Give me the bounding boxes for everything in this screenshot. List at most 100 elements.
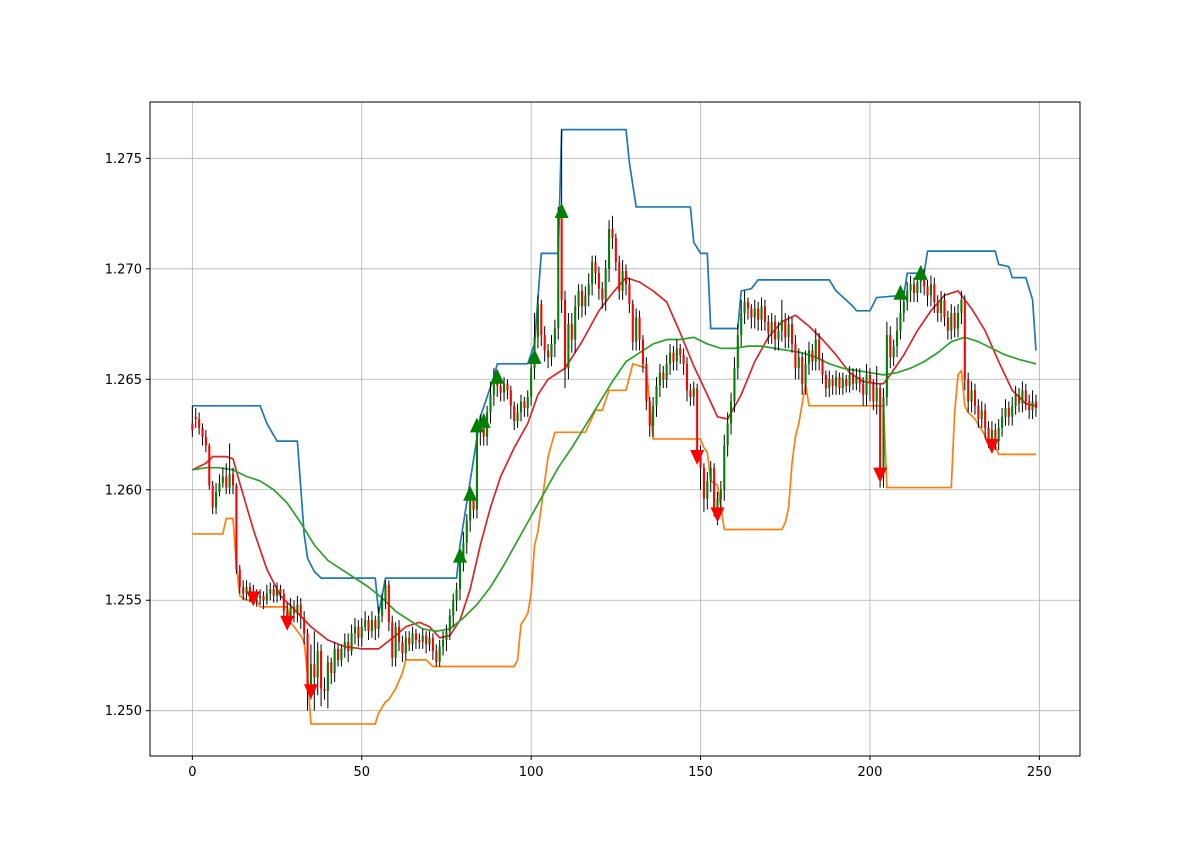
candle-body bbox=[743, 301, 746, 314]
candle-201 bbox=[872, 379, 875, 411]
candle-145 bbox=[682, 348, 685, 375]
candle-146 bbox=[685, 357, 689, 402]
candle-30 bbox=[292, 600, 296, 623]
candle-body bbox=[262, 595, 265, 601]
candle-body bbox=[299, 604, 302, 618]
candle-61 bbox=[397, 620, 401, 652]
candle-166 bbox=[753, 299, 756, 329]
x-tick-label-0: 0 bbox=[188, 765, 196, 780]
candle-body bbox=[940, 299, 943, 314]
y-tick-label-5: 1.275 bbox=[105, 152, 142, 167]
candle-75 bbox=[445, 624, 448, 652]
candle-body bbox=[570, 324, 573, 340]
candle-105 bbox=[547, 343, 550, 369]
candle-92 bbox=[502, 377, 506, 402]
candle-body bbox=[946, 317, 949, 331]
candle-47 bbox=[350, 624, 353, 656]
candle-body bbox=[662, 372, 665, 380]
candle-241 bbox=[1007, 401, 1010, 426]
x-tick-label-3: 150 bbox=[688, 765, 713, 780]
candle-body bbox=[814, 339, 817, 362]
buy-signal-marker-7 bbox=[893, 284, 908, 300]
candle-123 bbox=[608, 220, 611, 283]
candle-11 bbox=[228, 443, 231, 495]
candle-39 bbox=[323, 677, 326, 700]
candle-body bbox=[645, 363, 648, 402]
candle-body bbox=[567, 324, 570, 369]
candle-body bbox=[702, 467, 705, 499]
candle-body bbox=[316, 651, 319, 678]
candle-body bbox=[557, 215, 560, 329]
candle-226 bbox=[956, 304, 960, 338]
candle-180 bbox=[801, 352, 804, 395]
candle-body bbox=[824, 374, 827, 389]
candle-173 bbox=[777, 321, 780, 351]
candle-187 bbox=[824, 370, 827, 397]
candle-44 bbox=[340, 644, 343, 667]
candle-body bbox=[953, 313, 956, 329]
candle-74 bbox=[442, 631, 445, 656]
candle-106 bbox=[550, 335, 553, 367]
candle-10 bbox=[225, 463, 228, 495]
candle-3 bbox=[201, 423, 204, 446]
candle-body bbox=[682, 354, 685, 364]
candle-body bbox=[658, 372, 661, 386]
candle-body bbox=[790, 324, 794, 344]
candle-body bbox=[560, 215, 563, 300]
candle-76 bbox=[448, 609, 451, 641]
candle-body bbox=[706, 480, 709, 499]
candle-162 bbox=[740, 299, 743, 347]
candle-body bbox=[926, 286, 929, 296]
candle-body bbox=[1021, 390, 1024, 404]
candle-body bbox=[584, 295, 587, 307]
candle-body bbox=[723, 445, 726, 490]
candle-68 bbox=[421, 628, 424, 649]
candle-body bbox=[628, 284, 631, 305]
buy-signal-marker-4 bbox=[490, 368, 505, 384]
candle-167 bbox=[757, 301, 760, 331]
candle-218 bbox=[929, 275, 932, 307]
candle-body bbox=[757, 308, 760, 320]
candle-body bbox=[374, 620, 377, 629]
candle-body bbox=[696, 388, 699, 450]
candle-body bbox=[740, 313, 743, 336]
candle-body bbox=[641, 339, 645, 364]
candle-117 bbox=[587, 273, 590, 307]
candle-body bbox=[736, 335, 739, 369]
candle-body bbox=[679, 348, 682, 355]
candle-body bbox=[652, 405, 655, 426]
candle-41 bbox=[330, 657, 333, 685]
candle-body bbox=[330, 662, 333, 674]
series-line-slow-ma bbox=[192, 336, 1037, 633]
candle-body bbox=[618, 262, 621, 291]
candle-body bbox=[350, 633, 353, 652]
candle-body bbox=[387, 584, 390, 623]
candle-body bbox=[326, 662, 329, 691]
candle-190 bbox=[835, 370, 838, 395]
candle-138 bbox=[658, 363, 661, 397]
candle-130 bbox=[631, 299, 634, 351]
candle-222 bbox=[943, 293, 946, 327]
candle-50 bbox=[360, 617, 363, 647]
candle-body bbox=[448, 615, 451, 632]
candle-245 bbox=[1021, 381, 1024, 413]
candle-196 bbox=[855, 368, 858, 391]
candle-176 bbox=[787, 315, 790, 349]
y-tick-label-4: 1.270 bbox=[105, 262, 142, 277]
x-tick-label-5: 250 bbox=[1027, 765, 1052, 780]
candle-body bbox=[265, 593, 268, 601]
candle-25 bbox=[275, 582, 279, 603]
sell-signal-marker-3 bbox=[690, 449, 705, 465]
candle-141 bbox=[669, 343, 672, 375]
candle-81 bbox=[465, 514, 468, 554]
candle-body bbox=[818, 339, 821, 360]
series-line-upper-band bbox=[192, 128, 1037, 615]
candle-body bbox=[458, 562, 462, 590]
candle-137 bbox=[655, 377, 658, 417]
candle-body bbox=[475, 432, 478, 510]
candle-body bbox=[767, 321, 770, 333]
candle-113 bbox=[574, 295, 577, 353]
candle-13 bbox=[235, 483, 238, 574]
candle-body bbox=[956, 313, 960, 329]
